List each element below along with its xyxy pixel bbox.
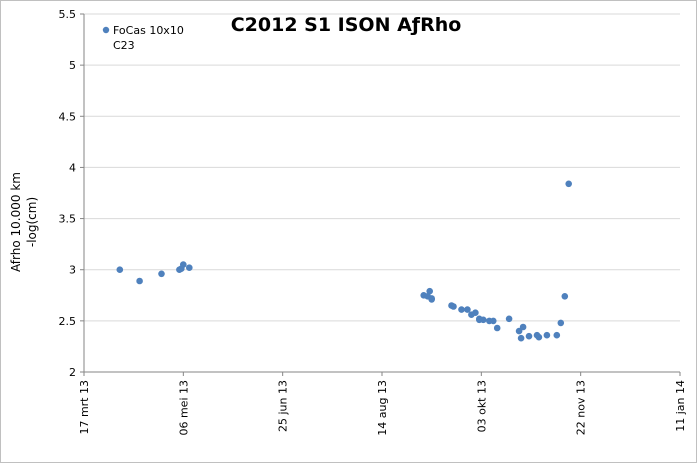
y-tick-label: 2.5 (59, 315, 77, 328)
data-point (557, 319, 565, 327)
y-tick-label: 3 (69, 264, 76, 277)
legend-marker (102, 26, 110, 34)
y-tick-labels: 2 2.5 3 3.5 4 4.5 5 5.5 (59, 8, 84, 379)
data-points (116, 180, 572, 342)
data-point (116, 266, 124, 274)
data-point (505, 315, 513, 323)
data-point (426, 287, 434, 295)
data-point (180, 261, 187, 268)
data-point (519, 323, 527, 331)
x-tick-label: 03 okt 13 (475, 380, 488, 432)
legend: FoCas 10x10 C23 (102, 24, 184, 52)
legend-label-line-2: C23 (113, 39, 135, 52)
data-point (565, 180, 572, 188)
x-tick-label: 22 nov 13 (575, 380, 588, 435)
data-point (428, 296, 436, 303)
y-axis-title-line-2: -log(cm) (25, 197, 39, 247)
data-point (186, 264, 193, 272)
y-tick-label: 5.5 (59, 8, 77, 21)
data-point (553, 331, 561, 339)
x-tick-label: 25 jun 13 (277, 380, 290, 432)
data-point (490, 317, 497, 325)
y-axis-title: Afrho 10.000 km -log(cm) (9, 172, 39, 272)
data-point (158, 270, 165, 278)
data-point (450, 303, 457, 310)
chart-title: C2012 S1 ISON AƒRho (231, 14, 462, 36)
data-point (136, 277, 143, 285)
data-point (480, 316, 487, 324)
legend-label-line-1: FoCas 10x10 (113, 24, 184, 37)
y-axis-title-line-1: Afrho 10.000 km (9, 172, 23, 272)
y-tick-label: 3.5 (59, 213, 77, 226)
x-tick-label: 17 mrt 13 (78, 380, 91, 435)
x-tick-label: 14 aug 13 (376, 380, 389, 436)
y-tick-label: 4.5 (59, 110, 77, 123)
x-tick-label: 11 jan 14 (674, 380, 687, 432)
data-point (493, 324, 501, 332)
data-point (535, 333, 543, 341)
data-point (515, 327, 523, 335)
y-tick-label: 2 (69, 366, 76, 379)
gridlines (84, 13, 680, 322)
data-point (561, 293, 569, 300)
x-tick-labels: 17 mrt 13 06 mei 13 25 jun 13 14 aug 13 03 o… (78, 372, 687, 436)
data-point (517, 334, 525, 342)
data-point (458, 306, 465, 313)
y-tick-label: 5 (69, 59, 76, 72)
axes (83, 14, 680, 373)
data-point (472, 309, 479, 317)
data-point (464, 306, 471, 313)
y-tick-label: 4 (69, 161, 76, 174)
data-point (525, 332, 533, 340)
data-point (543, 331, 551, 339)
x-tick-label: 06 mei 13 (177, 380, 190, 436)
